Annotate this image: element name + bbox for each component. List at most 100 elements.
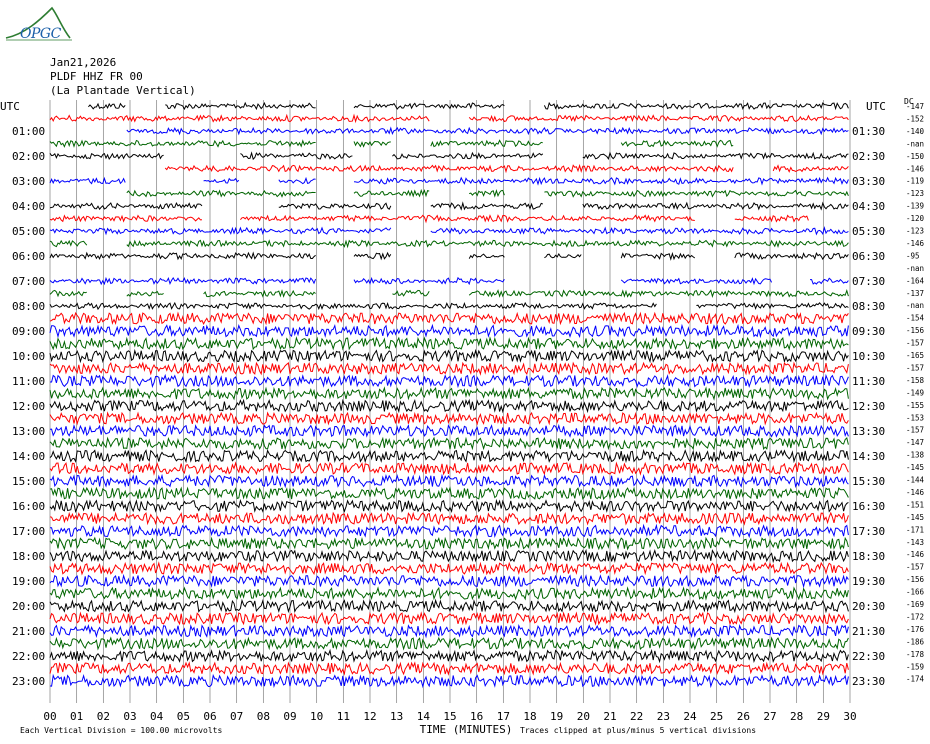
x-tick-label: 26 xyxy=(737,710,750,723)
dc-offset-label: -146 xyxy=(906,488,925,497)
hour-label-left: 11:00 xyxy=(12,375,45,388)
x-tick-label: 06 xyxy=(203,710,216,723)
hour-label-right: 06:30 xyxy=(852,250,885,263)
record-date: Jan21,2026 xyxy=(50,56,117,69)
trace-19 xyxy=(49,323,849,339)
dc-offset-label: -146 xyxy=(906,164,925,173)
hour-label-left: 07:00 xyxy=(12,275,45,288)
trace-8 xyxy=(126,188,849,198)
dc-offset-label: -137 xyxy=(906,289,924,298)
station-location: (La Plantade Vertical) xyxy=(50,84,196,97)
hour-label-right: 19:30 xyxy=(852,575,885,588)
trace-11 xyxy=(49,225,849,236)
x-tick-label: 20 xyxy=(577,710,590,723)
dc-offset-label: -151 xyxy=(906,500,924,509)
trace-32 xyxy=(49,486,849,500)
trace-42 xyxy=(49,611,849,626)
station-code: PLDF HHZ FR 00 xyxy=(50,70,143,83)
trace-4 xyxy=(50,140,848,146)
trace-35 xyxy=(50,523,849,539)
hour-label-left: 04:00 xyxy=(12,200,45,213)
trace-45 xyxy=(49,648,849,664)
hour-label-left: 06:00 xyxy=(12,250,45,263)
hour-label-left: 19:00 xyxy=(12,575,45,588)
x-tick-label: 16 xyxy=(470,710,483,723)
x-tick-label: 04 xyxy=(150,710,164,723)
trace-22 xyxy=(49,361,849,376)
trace-34 xyxy=(49,511,849,526)
x-tick-label: 09 xyxy=(283,710,296,723)
trace-6 xyxy=(164,163,849,174)
hour-label-left: 20:00 xyxy=(12,600,45,613)
x-tick-label: 00 xyxy=(43,710,56,723)
trace-10 xyxy=(49,214,809,224)
dc-offset-label: -176 xyxy=(906,625,925,634)
dc-offset-label: -144 xyxy=(906,476,925,485)
dc-offset-label: -nan xyxy=(906,139,924,148)
dc-offset-label: -149 xyxy=(906,388,924,397)
x-tick-label: 19 xyxy=(550,710,563,723)
trace-47 xyxy=(49,673,849,689)
dc-offset-label: -157 xyxy=(906,563,924,572)
x-tick-label: 22 xyxy=(630,710,643,723)
trace-43 xyxy=(49,623,849,639)
hour-label-right: 10:30 xyxy=(852,350,885,363)
x-tick-label: 10 xyxy=(310,710,323,723)
dc-offset-label: -166 xyxy=(906,588,925,597)
trace-28 xyxy=(49,436,849,451)
dc-offset-label: -140 xyxy=(906,127,925,136)
hour-label-right: 21:30 xyxy=(852,625,885,638)
trace-33 xyxy=(49,498,849,514)
hour-label-right: 20:30 xyxy=(852,600,885,613)
trace-13 xyxy=(49,251,849,261)
x-tick-label: 02 xyxy=(97,710,110,723)
x-tick-label: 12 xyxy=(363,710,376,723)
dc-offset-label: -157 xyxy=(906,339,924,348)
dc-offset-label: -146 xyxy=(906,239,925,248)
trace-20 xyxy=(49,336,849,351)
x-tick-label: 27 xyxy=(763,710,776,723)
dc-offset-label: -157 xyxy=(906,426,924,435)
dc-offset-label: -156 xyxy=(906,326,925,335)
x-tick-label: 13 xyxy=(390,710,403,723)
left-axis-label: UTC xyxy=(0,100,20,113)
hour-label-right: 22:30 xyxy=(852,650,885,663)
dc-offset-label: -95 xyxy=(906,251,920,260)
dc-offset-label: -147 xyxy=(906,102,924,111)
dc-offset-label: -158 xyxy=(906,376,925,385)
trace-2 xyxy=(49,113,849,124)
dc-offset-label: -nan xyxy=(906,301,924,310)
trace-26 xyxy=(49,411,849,426)
hour-label-left: 05:00 xyxy=(12,225,45,238)
hour-label-left: 03:00 xyxy=(12,175,45,188)
logo-arc xyxy=(5,6,72,41)
dc-offset-label: -150 xyxy=(906,152,925,161)
hour-label-left: 18:00 xyxy=(12,550,45,563)
trace-3 xyxy=(126,126,849,136)
trace-7 xyxy=(49,176,849,186)
hour-label-right: 05:30 xyxy=(852,225,885,238)
x-tick-label: 11 xyxy=(337,710,350,723)
x-tick-label: 17 xyxy=(497,710,510,723)
dc-offset-label: -154 xyxy=(906,314,925,323)
trace-31 xyxy=(49,473,849,489)
x-tick-label: 28 xyxy=(790,710,803,723)
trace-40 xyxy=(49,586,849,601)
dc-offset-label: -119 xyxy=(906,177,924,186)
trace-9 xyxy=(49,201,849,211)
hour-label-right: 07:30 xyxy=(852,275,885,288)
dc-offset-label: -145 xyxy=(906,513,924,522)
hour-label-left: 02:00 xyxy=(12,150,45,163)
x-tick-label: 25 xyxy=(710,710,723,723)
hour-label-right: 13:30 xyxy=(852,425,885,438)
footer-scale-note: Each Vertical Division = 100.00 microvol… xyxy=(20,726,222,735)
x-tick-label: 01 xyxy=(70,710,83,723)
hour-label-right: 14:30 xyxy=(852,450,885,463)
dc-offset-label: -120 xyxy=(906,214,925,223)
logo-text: OPGC xyxy=(20,26,61,42)
x-tick-label: 03 xyxy=(123,710,136,723)
dc-offset-label: -164 xyxy=(906,276,925,285)
hour-label-right: 18:30 xyxy=(852,550,885,563)
